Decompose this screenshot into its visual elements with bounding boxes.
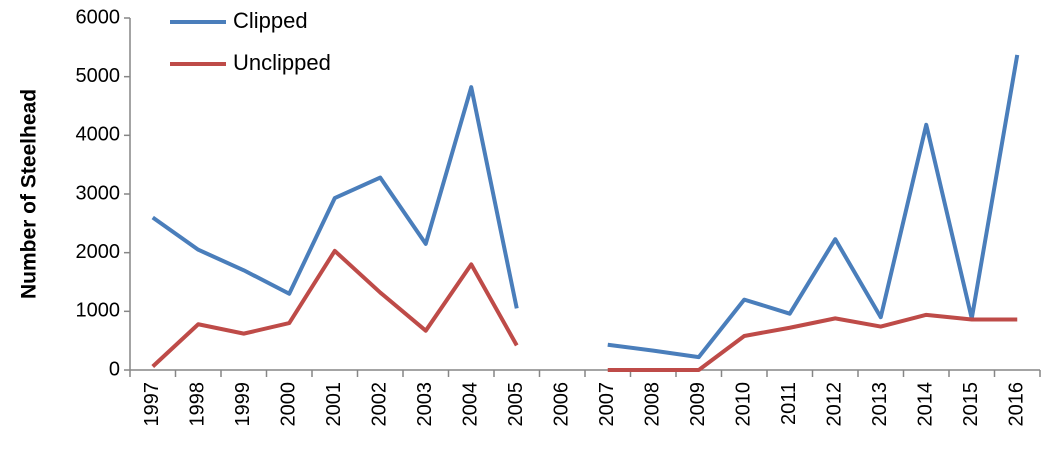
y-tick-label: 2000	[76, 241, 121, 263]
series-line	[151, 54, 1020, 360]
legend-label: Unclipped	[233, 50, 331, 75]
x-tick-label: 1997	[141, 382, 163, 427]
x-tick-label: 2004	[460, 382, 482, 427]
x-tick-label: 2003	[414, 382, 436, 427]
x-tick-label: 1999	[232, 382, 254, 427]
x-tick-label: 2013	[869, 382, 891, 427]
y-tick-label: 4000	[76, 124, 121, 146]
x-tick-label: 2006	[551, 382, 573, 427]
x-tick-label: 2005	[505, 382, 527, 427]
y-tick-label: 3000	[76, 182, 121, 204]
x-tick-label: 2011	[778, 382, 800, 425]
x-tick-label: 1998	[187, 382, 209, 427]
y-tick-label: 0	[109, 358, 120, 380]
x-tick-label: 2001	[323, 382, 345, 427]
x-tick-label: 2010	[733, 382, 755, 427]
x-tick-label: 2008	[642, 382, 664, 427]
x-tick-label: 2000	[278, 382, 300, 427]
x-tick-label: 2012	[824, 382, 846, 427]
x-tick-label: 2009	[687, 382, 709, 427]
x-tick-label: 2002	[369, 382, 391, 427]
x-tick-label: 2007	[596, 382, 618, 427]
series-line	[151, 248, 1018, 372]
y-tick-label: 1000	[76, 300, 121, 322]
y-axis-label: Number of Steelhead	[18, 89, 41, 299]
x-tick-label: 2015	[960, 382, 982, 427]
x-tick-label: 2014	[915, 382, 937, 427]
legend-label: Clipped	[233, 8, 308, 33]
y-tick-label: 6000	[76, 6, 121, 28]
x-tick-label: 2016	[1006, 382, 1028, 427]
y-tick-label: 5000	[76, 65, 121, 87]
